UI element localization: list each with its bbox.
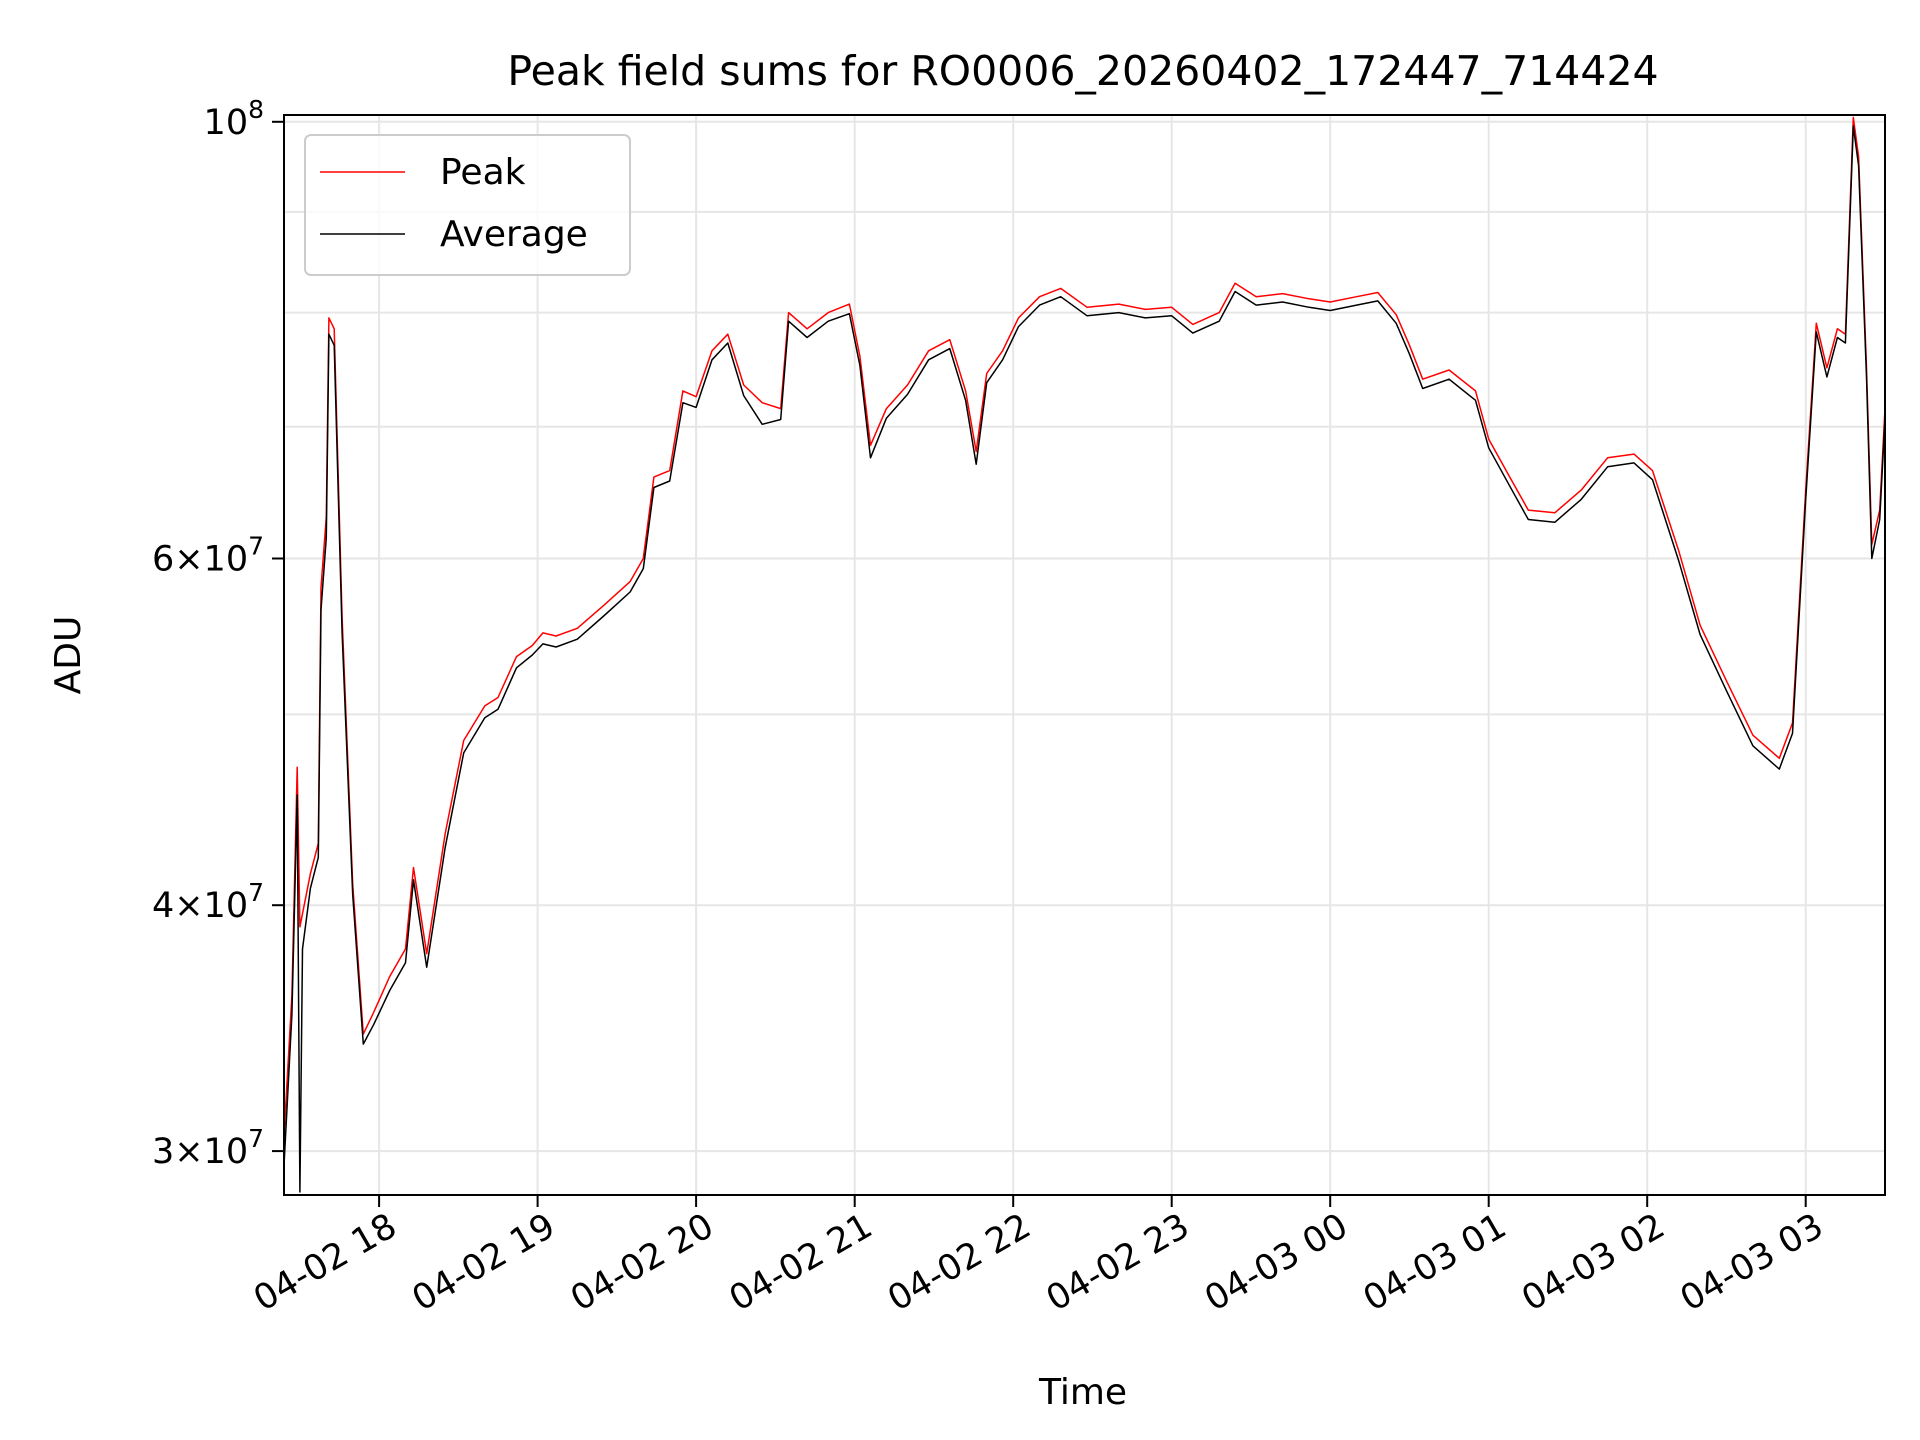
plot-area <box>283 114 1886 1196</box>
y-axis-label: ADU <box>48 616 89 695</box>
series-line-average <box>283 125 1886 1193</box>
x-axis-label: Time <box>1038 1372 1127 1413</box>
chart-title: Peak field sums for RO0006_20260402_1724… <box>507 47 1658 95</box>
y-tick-label: 3×107 <box>152 1124 264 1172</box>
legend-label-peak: Peak <box>440 152 526 193</box>
legend-label-average: Average <box>440 214 588 255</box>
series-layer <box>283 116 1886 1193</box>
grid-layer <box>284 115 1885 1195</box>
legend: Peak Average <box>304 134 631 276</box>
plot-frame <box>283 114 1886 1196</box>
y-tick-label: 6×107 <box>152 532 264 580</box>
plot-background <box>284 115 1885 1195</box>
y-tick-label: 4×107 <box>152 878 264 926</box>
legend-box <box>304 134 631 276</box>
series-line-peak <box>283 116 1886 1138</box>
